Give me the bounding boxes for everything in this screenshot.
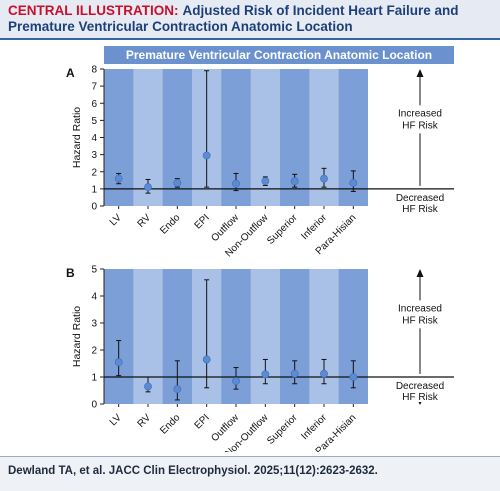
y-tick-label: 1 (91, 184, 97, 195)
x-tick-label: Endo (158, 412, 183, 437)
increase-label-bg (390, 300, 450, 329)
illustration-header: CENTRAL ILLUSTRATION: Adjusted Risk of In… (0, 0, 500, 40)
y-tick-label: 0 (91, 400, 97, 411)
decrease-label-bg (390, 191, 450, 214)
citation-text: Dewland TA, et al. JACC Clin Electrophys… (8, 465, 378, 477)
x-tick-label: LV (108, 212, 124, 228)
panel-label: A (66, 66, 75, 80)
illustration-title: CENTRAL ILLUSTRATION: Adjusted Risk of In… (8, 3, 492, 35)
y-tick-label: 5 (91, 265, 97, 276)
increase-label-line: HF Risk (402, 315, 439, 326)
point-estimate (114, 174, 123, 183)
increase-label-bg (390, 105, 450, 134)
y-tick-label: 3 (91, 150, 97, 161)
y-tick-label: 6 (91, 99, 97, 110)
point-estimate (173, 385, 182, 394)
x-tick-label: Superior (265, 412, 300, 447)
decrease-label-line: HF Risk (402, 204, 439, 215)
y-tick-label: 4 (91, 292, 97, 303)
y-tick-label: 2 (91, 167, 97, 178)
point-estimate (349, 373, 358, 381)
point-estimate (349, 178, 358, 187)
y-tick-label: 1 (91, 373, 97, 384)
y-axis-title: Hazard Ratio (71, 306, 83, 367)
y-tick-label: 7 (91, 82, 97, 93)
y-tick-label: 0 (91, 202, 97, 213)
increase-arrow-head (416, 269, 424, 277)
point-estimate (114, 358, 123, 367)
increase-label-line: Increased (398, 303, 442, 314)
y-tick-label: 3 (91, 319, 97, 330)
point-estimate (144, 183, 152, 192)
decrease-label-line: Decreased (396, 381, 444, 392)
decrease-label-bg (390, 380, 450, 402)
increase-label-line: HF Risk (402, 120, 439, 131)
point-estimate (173, 178, 182, 187)
point-estimate (290, 369, 299, 378)
y-axis-title: Hazard Ratio (71, 107, 83, 168)
x-tick-label: RV (136, 212, 154, 230)
banner-text: Premature Ventricular Contraction Anatom… (126, 48, 432, 62)
decrease-label-line: HF Risk (402, 392, 439, 403)
point-estimate (290, 177, 299, 186)
citation-footer: Dewland TA, et al. JACC Clin Electrophys… (0, 456, 500, 491)
x-tick-label: Endo (158, 212, 183, 237)
x-tick-label: LV (108, 412, 124, 428)
y-tick-label: 2 (91, 346, 97, 357)
y-tick-label: 8 (91, 65, 97, 76)
title-text: Adjusted Risk of Incident Heart Failure … (8, 3, 459, 34)
point-estimate (261, 177, 270, 186)
point-estimate (144, 382, 152, 391)
point-estimate (202, 151, 211, 160)
forest-plot-figure: Premature Ventricular Contraction Anatom… (66, 46, 454, 452)
point-estimate (320, 174, 328, 183)
point-estimate (320, 369, 328, 378)
x-tick-label: EPI (193, 212, 212, 231)
panel-label: B (66, 266, 75, 280)
decrease-label-line: Decreased (396, 193, 444, 204)
x-tick-label: RV (136, 412, 154, 430)
category-band (104, 69, 134, 206)
increase-arrow-head (416, 69, 424, 77)
title-lead: CENTRAL ILLUSTRATION: (8, 3, 179, 18)
y-tick-label: 5 (91, 116, 97, 127)
point-estimate (232, 377, 240, 385)
increase-label-line: Increased (398, 108, 442, 119)
x-tick-label: EPI (193, 412, 212, 431)
point-estimate (202, 355, 211, 364)
y-tick-label: 4 (91, 133, 97, 144)
annotation-area (368, 69, 454, 206)
category-band (104, 269, 134, 404)
banner-bar (104, 46, 454, 64)
point-estimate (261, 370, 270, 379)
x-tick-label: Superior (265, 212, 300, 247)
point-estimate (232, 179, 240, 188)
